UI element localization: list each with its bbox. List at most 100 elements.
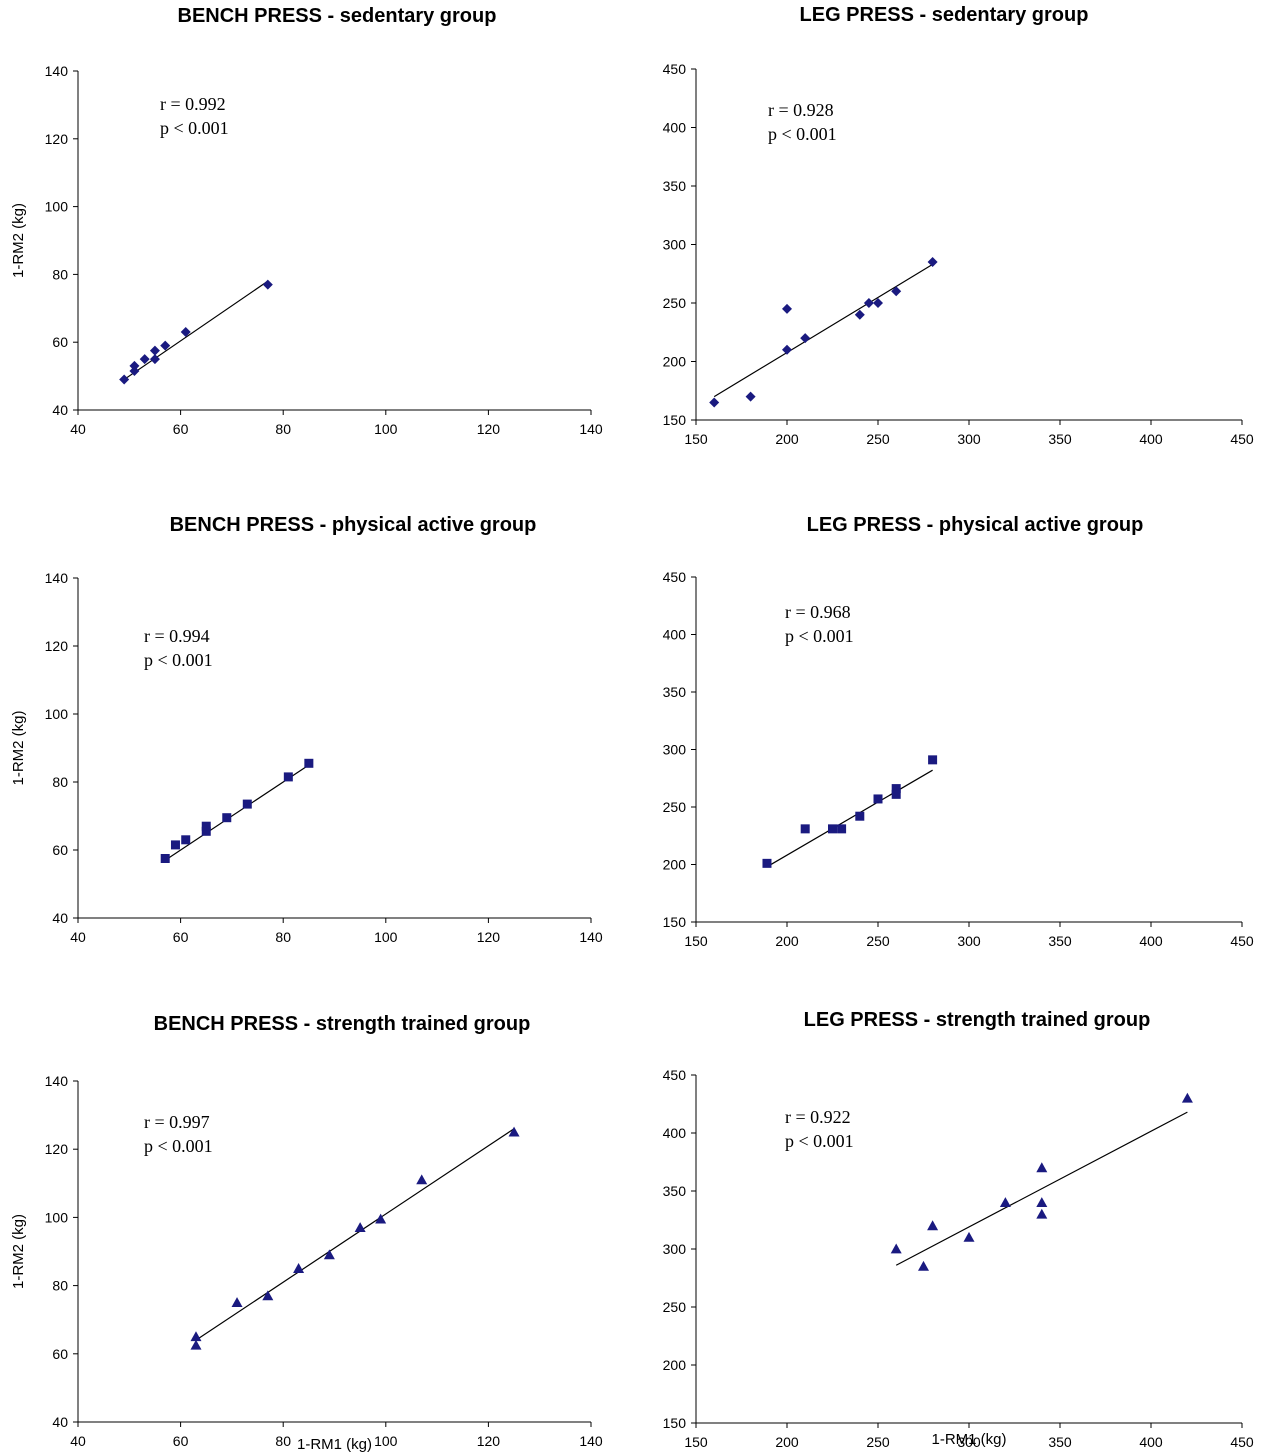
chart-title: LEG PRESS - strength trained group [804,1009,1151,1031]
data-point-0 [709,397,720,408]
x-tick-label: 200 [775,1434,799,1450]
x-tick-label: 250 [866,431,890,447]
data-point-2 [231,1297,243,1308]
x-tick-label: 400 [1139,431,1163,447]
chart-title: BENCH PRESS - physical active group [170,514,537,536]
y-tick-label: 450 [663,61,687,77]
y-axis-title: 1-RM2 (kg) [10,710,27,785]
data-point-2 [828,824,837,834]
y-tick-label: 450 [663,1067,687,1083]
x-tick-label: 450 [1230,1434,1254,1450]
data-point-8 [891,286,902,297]
data-point-3 [963,1231,975,1242]
y-tick-label: 80 [52,774,68,790]
data-point-4 [293,1263,305,1273]
x-tick-label: 450 [1230,431,1254,447]
data-point-4 [800,333,811,344]
data-point-2 [181,835,191,845]
correlation-r: r = 0.922 [785,1107,851,1127]
y-tick-label: 60 [52,334,68,350]
x-tick-label: 200 [775,431,799,447]
data-point-0 [762,858,772,868]
regression-line [766,769,933,868]
y-tick-label: 40 [52,1414,68,1430]
data-point-1 [800,824,810,834]
x-tick-label: 140 [579,929,603,945]
p-value: p < 0.001 [785,1131,854,1151]
x-tick-label: 300 [957,1434,981,1450]
x-tick-label: 140 [579,1433,603,1449]
y-tick-label: 200 [663,857,687,873]
data-point-7 [180,327,191,338]
y-tick-label: 100 [45,199,69,215]
data-point-7 [1036,1162,1048,1173]
x-tick-label: 60 [173,1433,189,1449]
p-value: p < 0.001 [144,650,213,670]
correlation-r: r = 0.994 [144,626,210,646]
y-tick-label: 150 [663,1415,687,1431]
data-point-7 [891,784,901,794]
x-tick-label: 40 [70,421,86,437]
y-tick-label: 350 [663,1183,687,1199]
correlation-r: r = 0.997 [144,1112,210,1132]
y-tick-label: 40 [52,402,68,418]
correlation-r: r = 0.928 [768,100,834,120]
y-tick-label: 60 [52,1346,68,1362]
y-tick-label: 250 [663,1299,687,1315]
data-point-5 [323,1249,335,1260]
chart-title: LEG PRESS - physical active group [807,514,1144,536]
y-tick-label: 250 [663,295,687,311]
chart-title: BENCH PRESS - strength trained group [154,1013,531,1035]
chart-0: BENCH PRESS - sedentary group 40 60 80 100 12… [10,5,603,437]
x-tick-label: 40 [70,1433,86,1449]
data-point-6 [354,1222,366,1233]
x-tick-label: 120 [477,421,501,437]
data-point-4 [999,1197,1011,1207]
data-point-9 [508,1126,520,1137]
x-tick-label: 80 [275,421,291,437]
p-value: p < 0.001 [768,124,837,144]
x-tick-label: 300 [957,933,981,949]
y-tick-label: 120 [45,638,69,654]
chart-1: LEG PRESS - sedentary group 150 200 250 300 3… [663,4,1254,447]
x-tick-label: 140 [579,421,603,437]
data-point-5 [222,813,232,823]
data-point-8 [1181,1092,1193,1103]
x-tick-label: 120 [477,929,501,945]
data-point-5 [1036,1208,1048,1219]
data-point-7 [873,298,883,308]
data-point-7 [283,772,293,782]
y-tick-label: 200 [663,1357,687,1373]
y-tick-label: 100 [45,1209,69,1225]
x-tick-label: 120 [477,1433,501,1449]
x-tick-label: 100 [374,421,398,437]
data-point-1 [170,840,180,850]
data-point-6 [891,789,901,799]
y-tick-label: 300 [663,1241,687,1257]
data-point-5 [149,345,160,356]
y-axis-title: 1-RM2 (kg) [10,203,27,278]
y-tick-label: 450 [663,569,687,585]
regression-line [123,280,269,380]
data-point-6 [160,340,171,351]
data-point-0 [119,374,130,385]
x-tick-label: 200 [775,933,799,949]
data-point-0 [160,854,170,863]
data-point-3 [201,826,211,836]
data-point-5 [873,794,883,804]
data-point-8 [262,279,273,290]
data-point-6 [863,298,874,308]
x-tick-label: 350 [1048,431,1072,447]
regression-line [895,1111,1188,1266]
correlation-r: r = 0.992 [160,94,226,114]
p-value: p < 0.001 [160,118,229,138]
y-tick-label: 250 [663,799,687,815]
chart-3: LEG PRESS - physical active group 150 200 2… [663,514,1254,949]
x-tick-label: 40 [70,929,86,945]
x-tick-label: 150 [684,933,708,949]
y-tick-label: 150 [663,412,687,428]
data-point-1 [190,1331,202,1342]
y-tick-label: 300 [663,237,687,253]
y-tick-label: 100 [45,706,69,722]
